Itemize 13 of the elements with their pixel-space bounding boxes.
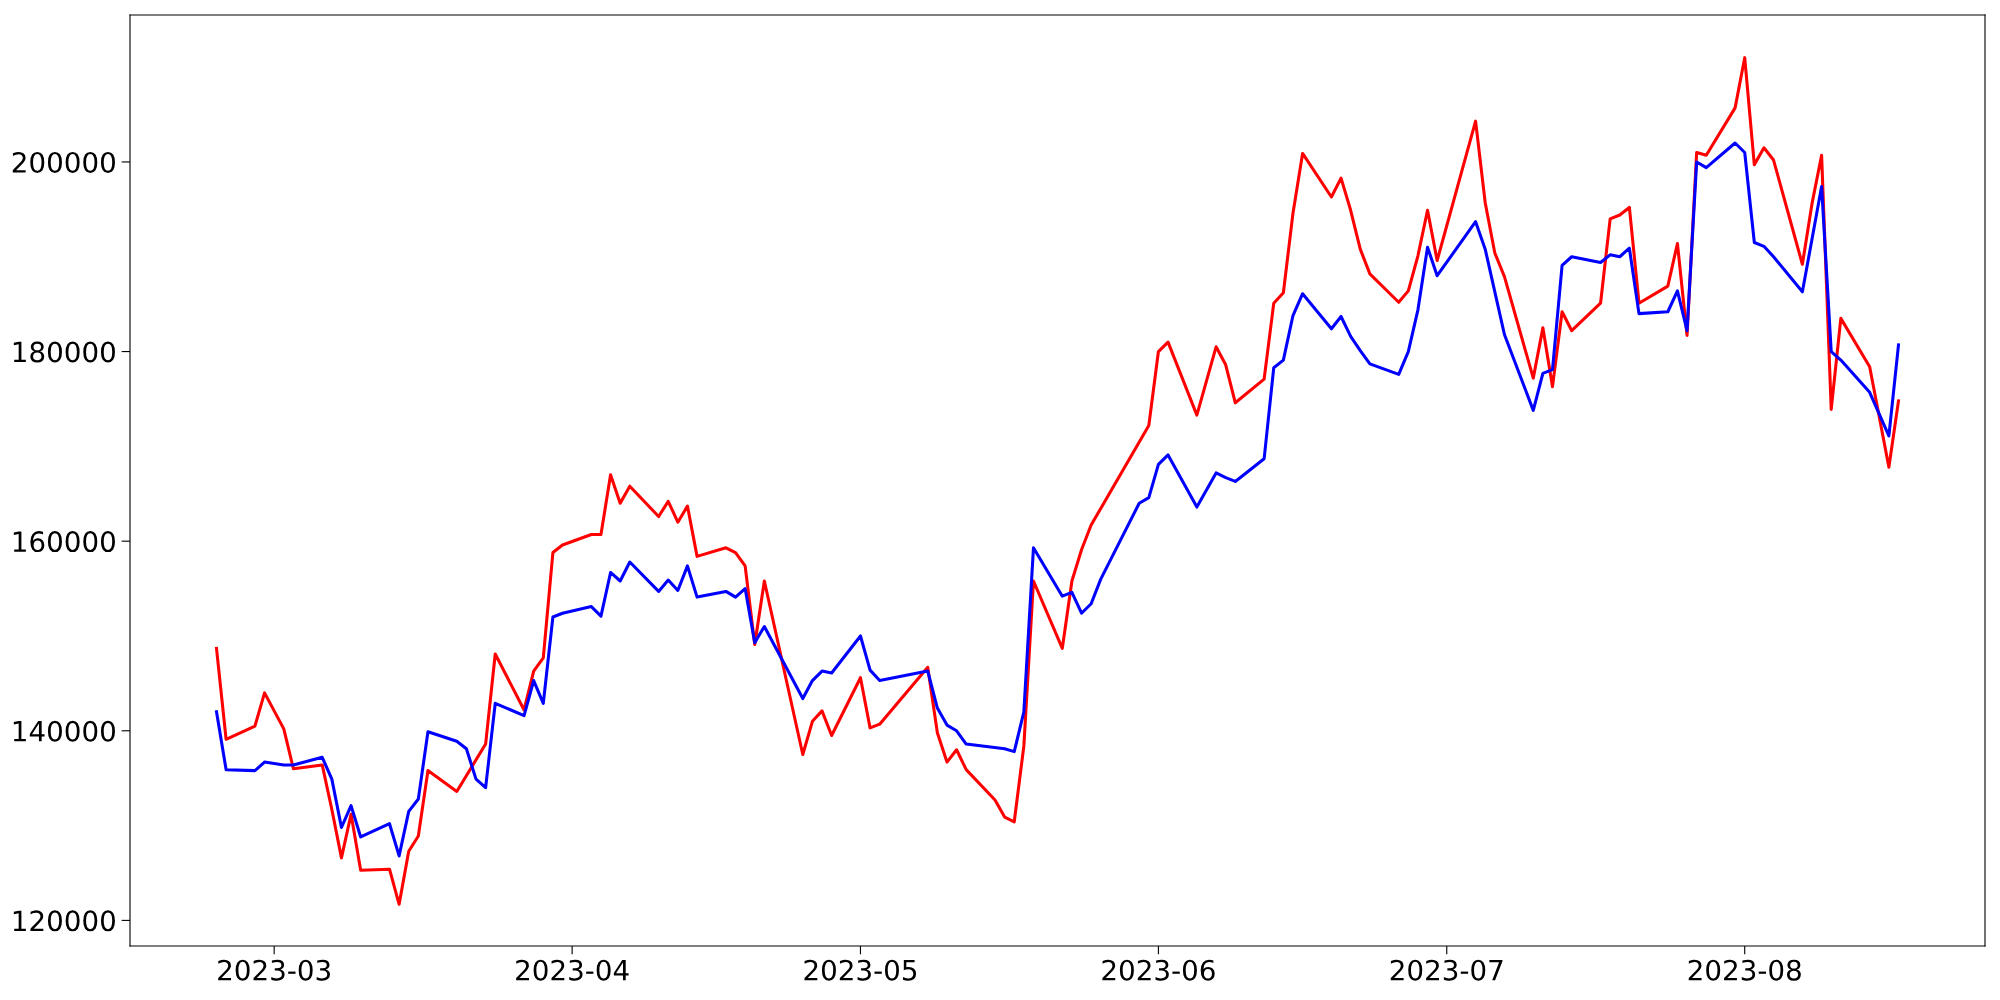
x-tick-label: 2023-08 [1688, 959, 1801, 981]
line-series [214, 141, 1901, 858]
x-tick-label: 2023-07 [1390, 959, 1503, 981]
x-tick-label: 2023-05 [804, 959, 917, 981]
x-tick-label: 2023-06 [1102, 959, 1215, 981]
y-tick-label: 140000 [13, 720, 115, 742]
line-series [214, 56, 1901, 906]
x-tick-label: 2023-04 [516, 959, 629, 981]
y-tick-label: 200000 [12, 151, 115, 173]
x-tick-label: 2023-03 [218, 959, 330, 981]
y-tick-label: 120000 [13, 910, 115, 932]
y-tick-label: 180000 [13, 341, 115, 363]
y-tick-label: 160000 [13, 531, 115, 553]
